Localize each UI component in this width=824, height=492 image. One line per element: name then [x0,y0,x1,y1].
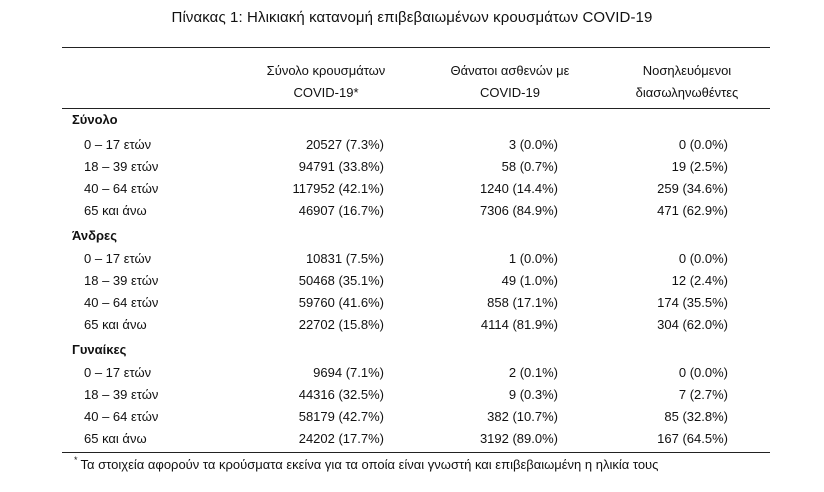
row-label: 18 – 39 ετών [84,273,159,288]
cell-cases: 50468 (35.1%) [298,273,384,288]
cell-intubated: 167 (64.5%) [657,431,728,446]
table-row: 40 – 64 ετών 58179 (42.7%) 382 (10.7%) 8… [0,409,824,431]
cell-intubated: 259 (34.6%) [657,181,728,196]
row-label: 65 και άνω [84,431,147,446]
table-row: 40 – 64 ετών 117952 (42.1%) 1240 (14.4%)… [0,181,824,203]
cell-deaths: 4114 (81.9%) [480,317,558,332]
table-row: 18 – 39 ετών 94791 (33.8%) 58 (0.7%) 19 … [0,159,824,181]
row-label: 18 – 39 ετών [84,159,159,174]
table-row: 0 – 17 ετών 20527 (7.3%) 3 (0.0%) 0 (0.0… [0,137,824,159]
cell-deaths: 382 (10.7%) [487,409,558,424]
cell-deaths: 3192 (89.0%) [479,431,558,446]
cell-deaths: 58 (0.7%) [501,159,558,174]
cell-deaths: 9 (0.3%) [508,387,558,402]
cell-intubated: 174 (35.5%) [657,295,728,310]
column-header-line: COVID-19* [293,85,359,100]
cell-deaths: 3 (0.0%) [508,137,558,152]
cell-cases: 22702 (15.8%) [298,317,384,332]
cell-intubated: 0 (0.0%) [678,365,728,380]
column-header-line: Νοσηλευόμενοι [642,63,732,78]
table-header-rule [62,108,770,109]
cell-cases: 24202 (17.7%) [298,431,384,446]
table-row: 0 – 17 ετών 10831 (7.5%) 1 (0.0%) 0 (0.0… [0,251,824,273]
footnote-text: Τα στοιχεία αφορούν τα κρούσματα εκείνα … [80,457,659,472]
cell-deaths: 1 (0.0%) [508,251,558,266]
row-label: 0 – 17 ετών [84,251,152,266]
cell-cases: 20527 (7.3%) [305,137,384,152]
column-header-intubated: Νοσηλευόμενοι διασωληνωθέντες [612,60,762,104]
row-label: 65 και άνω [84,317,147,332]
table-top-rule [62,47,770,48]
page-title: Πίνακας 1: Ηλικιακή κατανομή επιβεβαιωμέ… [171,9,653,26]
table-row: 65 και άνω 22702 (15.8%) 4114 (81.9%) 30… [0,317,824,339]
column-header-line: COVID-19 [480,85,540,100]
cell-deaths: 1240 (14.4%) [479,181,558,196]
cell-intubated: 7 (2.7%) [678,387,728,402]
column-header-line: διασωληνωθέντες [635,85,739,100]
cell-cases: 59760 (41.6%) [298,295,384,310]
cell-intubated: 0 (0.0%) [678,137,728,152]
cell-intubated: 304 (62.0%) [657,317,728,332]
footnote: * Τα στοιχεία αφορούν τα κρούσματα εκείνα… [74,455,659,472]
cell-intubated: 85 (32.8%) [664,409,728,424]
table-row: 65 και άνω 46907 (16.7%) 7306 (84.9%) 47… [0,203,824,225]
row-label: 0 – 17 ετών [84,365,152,380]
row-label: 40 – 64 ετών [84,409,159,424]
table-row: 65 και άνω 24202 (17.7%) 3192 (89.0%) 16… [0,431,824,453]
row-label: 65 και άνω [84,203,147,218]
column-header-line: Θάνατοι ασθενών με [450,63,570,78]
table-row: 40 – 64 ετών 59760 (41.6%) 858 (17.1%) 1… [0,295,824,317]
column-header-total-cases: Σύνολο κρουσμάτων COVID-19* [246,60,406,104]
cell-deaths: 858 (17.1%) [487,295,558,310]
section-title-men: Άνδρες [72,228,117,243]
column-header-line: Σύνολο κρουσμάτων [266,63,386,78]
cell-cases: 94791 (33.8%) [298,159,384,174]
row-label: 40 – 64 ετών [84,181,159,196]
cell-deaths: 49 (1.0%) [501,273,558,288]
table-row: 18 – 39 ετών 50468 (35.1%) 49 (1.0%) 12 … [0,273,824,295]
cell-cases: 10831 (7.5%) [305,251,384,266]
cell-deaths: 7306 (84.9%) [479,203,558,218]
row-label: 18 – 39 ετών [84,387,159,402]
column-header-deaths: Θάνατοι ασθενών με COVID-19 [420,60,600,104]
cell-intubated: 12 (2.4%) [671,273,728,288]
cell-cases: 117952 (42.1%) [292,181,384,196]
cell-cases: 46907 (16.7%) [298,203,384,218]
cell-cases: 58179 (42.7%) [298,409,384,424]
cell-intubated: 471 (62.9%) [657,203,728,218]
cell-intubated: 0 (0.0%) [678,251,728,266]
cell-intubated: 19 (2.5%) [671,159,728,174]
table-bottom-rule [62,452,770,453]
cell-deaths: 2 (0.1%) [508,365,558,380]
row-label: 0 – 17 ετών [84,137,152,152]
table-row: 18 – 39 ετών 44316 (32.5%) 9 (0.3%) 7 (2… [0,387,824,409]
footnote-marker: * [74,455,78,465]
cell-cases: 9694 (7.1%) [313,365,384,380]
table-row: 0 – 17 ετών 9694 (7.1%) 2 (0.1%) 0 (0.0%… [0,365,824,387]
section-title-women: Γυναίκες [72,342,127,357]
cell-cases: 44316 (32.5%) [298,387,384,402]
section-title-total: Σύνολο [72,112,118,127]
row-label: 40 – 64 ετών [84,295,159,310]
